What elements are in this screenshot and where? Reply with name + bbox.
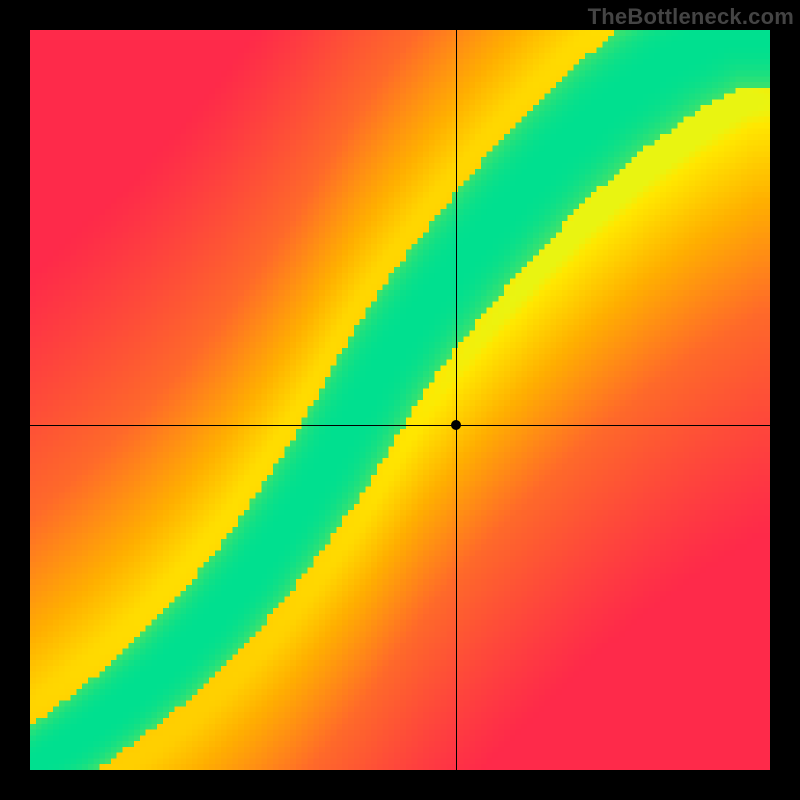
- watermark-text: TheBottleneck.com: [588, 4, 794, 30]
- crosshair-horizontal: [30, 425, 770, 426]
- selection-dot: [451, 420, 461, 430]
- crosshair-vertical: [456, 30, 457, 770]
- bottleneck-heatmap: [30, 30, 770, 770]
- chart-frame: [30, 30, 770, 770]
